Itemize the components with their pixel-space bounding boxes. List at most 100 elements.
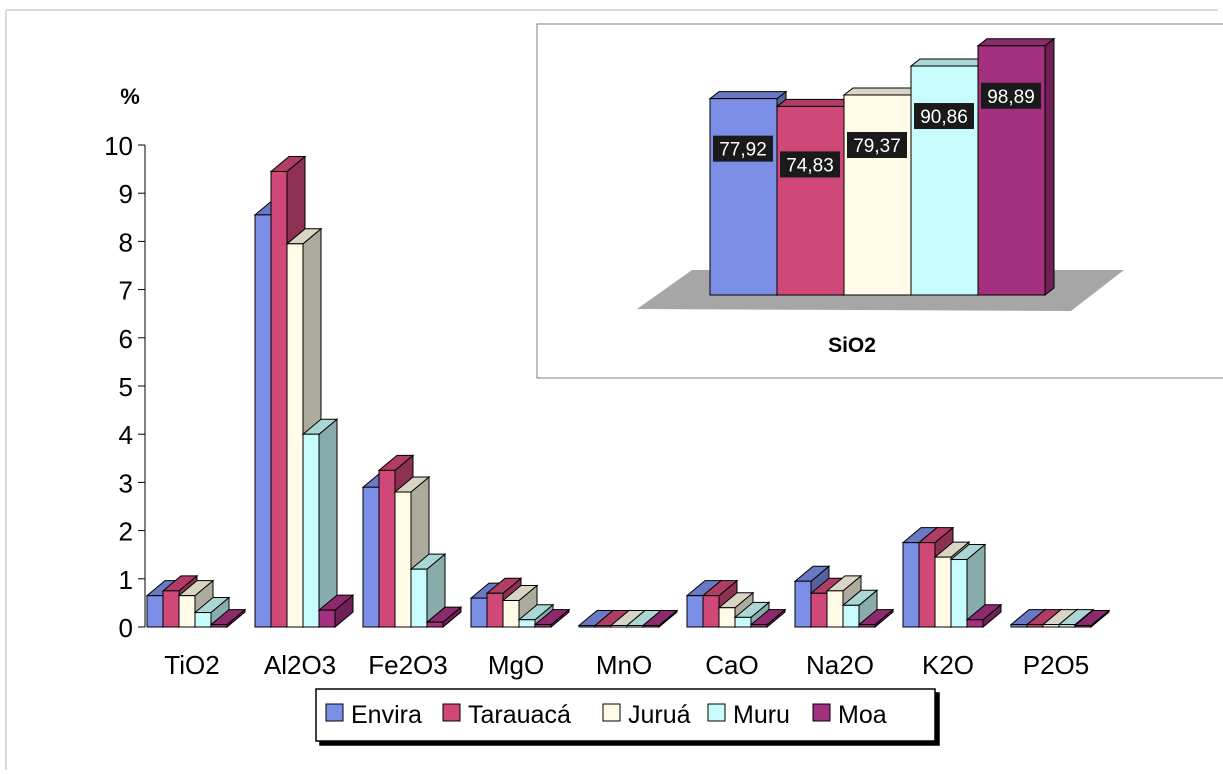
bar-muru-tio2-front [194, 612, 212, 628]
x-tick-label-na2o: Na2O [806, 650, 874, 680]
main-chart-x-labels: TiO2 Al2O3 Fe2O3 MgO MnO CaO Na2O K2O P2O5 [164, 650, 1089, 680]
inset-data-label-moa: 98,89 [981, 82, 1041, 109]
y-tick-label: 5 [119, 372, 133, 402]
inset-bar-muru [909, 58, 989, 297]
y-tick-label: 0 [119, 613, 133, 643]
y-tick-label: 2 [119, 517, 133, 547]
legend-label: Muru [733, 701, 790, 729]
legend-swatch [812, 703, 831, 722]
bar-jurua-mgo-front [502, 599, 520, 628]
bar-group-fe2o3 [361, 454, 463, 629]
bar-muru-al2o3-side [318, 418, 338, 629]
bar-jurua-fe2o3-front [394, 491, 412, 628]
legend-swatch [602, 703, 621, 722]
bar-tarauaca-mgo-front [486, 592, 504, 628]
bar-moa-tio2-front [210, 624, 228, 628]
bar-moa-tio2 [209, 608, 247, 629]
bar-tarauaca-tio2-front [162, 590, 180, 628]
bar-jurua-p2o5-front [1042, 624, 1060, 628]
legend-swatch [442, 703, 461, 722]
bar-moa-p2o5-front [1074, 625, 1092, 628]
x-tick-label-k2o: K2O [922, 650, 974, 680]
bar-envira-fe2o3-front [362, 486, 380, 628]
legend-swatch [325, 703, 344, 722]
bar-moa-cao [749, 608, 787, 629]
bar-moa-cao-front [750, 624, 768, 628]
bar-moa-k2o [965, 603, 1003, 629]
bar-muru-al2o3 [301, 418, 339, 629]
inset-bars: 77,92 74,83 79,37 90,86 98,89 [708, 37, 1056, 297]
bar-moa-mgo [533, 608, 571, 629]
bar-moa-mgo-front [534, 624, 552, 628]
bar-tarauaca-fe2o3-front [378, 469, 396, 628]
bar-tarauaca-cao-front [702, 595, 720, 628]
x-tick-label-mgo: MgO [488, 650, 544, 680]
bar-envira-mno-front [578, 625, 596, 628]
bar-muru-k2o [949, 543, 987, 629]
data-label-text: 79,37 [853, 136, 901, 157]
bar-tarauaca-mno-front [594, 625, 612, 628]
data-label-bg [981, 82, 1041, 109]
bar-muru-k2o-front [950, 559, 968, 628]
bar-tarauaca-k2o-front [918, 542, 936, 628]
bar-jurua-tio2-front [178, 595, 196, 628]
inset-data-label-muru: 90,86 [914, 103, 974, 130]
main-chart-bars [145, 155, 1111, 629]
inset-bar-tarauaca-top [775, 98, 855, 107]
inset-bar-jurua-top [842, 87, 922, 96]
bar-moa-na2o-front [858, 624, 876, 628]
y-tick-label: 10 [104, 131, 133, 161]
bar-group-k2o [901, 526, 1003, 629]
legend-item-envira: Envira [325, 701, 422, 729]
bar-envira-p2o5-front [1010, 624, 1028, 628]
y-tick-label: 3 [119, 468, 133, 498]
y-axis-label: % [120, 84, 140, 109]
bar-group-al2o3 [253, 155, 355, 629]
legend-box [315, 688, 936, 742]
bar-jurua-k2o-front [934, 556, 952, 628]
bar-muru-fe2o3-front [410, 568, 428, 628]
inset-bar-moa [976, 37, 1056, 297]
data-label-bg [780, 151, 840, 178]
inset-data-label-tarauaca: 74,83 [780, 151, 840, 178]
bar-moa-fe2o3 [425, 606, 463, 629]
bar-envira-tio2-front [146, 595, 164, 628]
inset-chart: 77,92 74,83 79,37 90,86 98,89 SiO2 [536, 23, 1223, 379]
bar-jurua-mno-front [610, 625, 628, 628]
bar-muru-mno-front [626, 625, 644, 628]
bar-muru-cao-front [734, 616, 752, 628]
data-label-text: 90,86 [920, 107, 968, 128]
legend-swatch [707, 703, 726, 722]
inset-bar-moa-side [1044, 37, 1055, 297]
data-label-bg [847, 131, 907, 158]
bar-group-na2o [793, 565, 895, 629]
bar-jurua-cao-front [718, 607, 736, 628]
bar-muru-fe2o3 [409, 553, 447, 629]
bar-muru-tio2 [193, 596, 231, 629]
inset-bar-muru-top [909, 58, 989, 67]
bar-group-p2o5 [1009, 608, 1111, 629]
data-label-bg [713, 135, 773, 162]
bar-tarauaca-na2o-front [810, 592, 828, 628]
bar-tarauaca-al2o3-front [270, 171, 288, 628]
data-label-text: 98,89 [987, 87, 1035, 108]
inset-data-label-jurua: 79,37 [847, 131, 907, 158]
inset-bar-envira-top [708, 91, 788, 100]
inset-bar-moa-top [976, 38, 1056, 47]
x-tick-label-al2o3: Al2O3 [264, 650, 336, 680]
legend-label: Moa [838, 701, 887, 729]
bar-muru-na2o [841, 589, 879, 629]
data-label-text: 77,92 [719, 140, 767, 161]
y-tick-label: 8 [119, 227, 133, 257]
bar-group-tio2 [145, 574, 247, 629]
bar-moa-p2o5 [1073, 609, 1111, 629]
y-tick-label: 6 [119, 324, 133, 354]
bar-muru-al2o3-front [302, 433, 320, 628]
inset-x-label: SiO2 [828, 334, 876, 357]
inset-bar-envira-front [709, 98, 778, 296]
bar-muru-p2o5-front [1058, 624, 1076, 628]
legend-label: Tarauacá [468, 701, 571, 729]
legend: Envira Tarauacá Juruá Muru Moa [315, 688, 936, 742]
bar-moa-k2o-front [966, 619, 984, 628]
